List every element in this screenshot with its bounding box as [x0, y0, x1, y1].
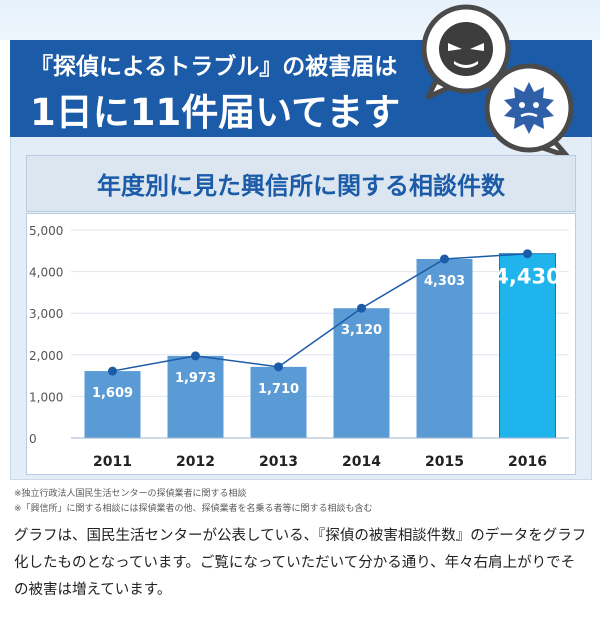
trend-line	[112, 252, 528, 372]
bar	[333, 308, 390, 438]
data-label: 1,609	[92, 386, 133, 401]
y-tick-label: 0	[29, 432, 37, 446]
data-label: 1,973	[175, 371, 216, 386]
x-tick-label: 2012	[176, 454, 215, 470]
data-point	[108, 366, 117, 376]
scope-note: ※「興信所」に関する相談には探偵業者の他、探偵業者を名乗る者等に関する相談も含む	[14, 504, 373, 514]
data-point	[357, 303, 366, 313]
bar	[84, 371, 141, 438]
bar	[250, 366, 307, 438]
x-tick-label: 2011	[93, 454, 132, 470]
angry-face-speech-bubble-icon	[421, 4, 511, 99]
x-tick-label: 2013	[259, 454, 298, 470]
description-text: グラフは、国民生活センターが公表している、『探偵の被害相談件数』のデータをグラフ…	[14, 528, 587, 598]
data-label: 3,120	[341, 323, 382, 338]
data-point	[440, 254, 449, 264]
y-tick-label: 5,000	[29, 224, 63, 238]
x-tick-label: 2015	[425, 454, 464, 470]
data-label: 4,303	[424, 274, 465, 289]
y-tick-label: 1,000	[29, 390, 63, 404]
chart-area: 0 1,000 2,000 3,000 4,000 5,000 1,609 1,973 1,71…	[26, 213, 576, 475]
y-tick-label: 3,000	[29, 307, 63, 321]
chart-title: 年度別に見た興信所に関する相談件数	[97, 172, 505, 200]
data-label: 4,430	[494, 265, 560, 289]
data-point	[523, 249, 532, 259]
source-note: ※独立行政法人国民生活センターの探偵業者に関する相談	[14, 489, 247, 499]
bar	[416, 258, 473, 438]
data-point	[191, 351, 200, 361]
header-title: 1日に11件届いてます	[30, 91, 401, 134]
spiky-face-speech-bubble-icon	[484, 63, 574, 158]
header-subtitle: 『探偵によるトラブル』の被害届は	[30, 54, 398, 80]
data-point	[274, 362, 283, 372]
data-label: 1,710	[258, 382, 299, 397]
x-tick-label: 2016	[508, 454, 547, 470]
chart-title-box	[26, 155, 576, 212]
bar-chart: 0 1,000 2,000 3,000 4,000 5,000 1,609 1,973 1,71…	[29, 224, 569, 470]
x-tick-label: 2014	[342, 454, 381, 470]
bar	[167, 355, 224, 438]
bar	[499, 253, 556, 439]
y-tick-label: 2,000	[29, 349, 63, 363]
y-tick-label: 4,000	[29, 266, 63, 280]
